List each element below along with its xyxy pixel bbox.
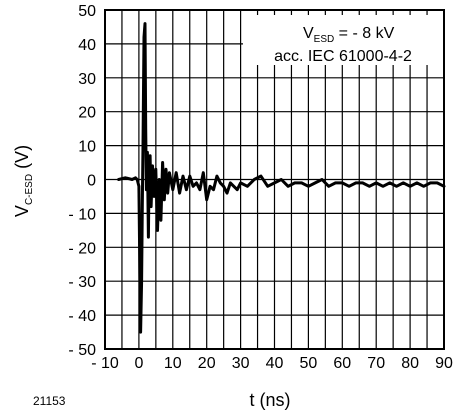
x-tick-label: 80 (401, 355, 419, 372)
y-tick-label: - 20 (68, 240, 96, 257)
y-tick-label: 10 (78, 139, 96, 156)
series-layer (117, 22, 446, 334)
x-tick-label: 90 (435, 355, 453, 372)
x-tick-labels: - 10 0 10 20 30 40 50 60 70 80 90 (91, 355, 453, 372)
x-tick-label: 0 (134, 355, 143, 372)
y-tick-label: 40 (78, 37, 96, 54)
x-tick-label: - 10 (91, 355, 119, 372)
y-tick-label: 0 (87, 173, 96, 190)
x-axis-title: t (ns) (249, 390, 290, 410)
y-tick-label: - 40 (68, 308, 96, 325)
y-tick-label: 30 (78, 71, 96, 88)
y-tick-label: - 10 (68, 206, 96, 223)
x-tick-label: 10 (164, 355, 182, 372)
y-axis-title-sub: C-ESD (24, 174, 35, 205)
x-tick-label: 40 (266, 355, 284, 372)
y-axis-title-unit: (V) (12, 145, 32, 174)
y-axis-title-main: V (12, 205, 32, 217)
x-tick-label: 20 (198, 355, 216, 372)
y-tick-labels: - 50 - 40 - 30 - 20 - 10 0 10 20 30 40 50 (68, 3, 96, 359)
x-tick-label: 70 (367, 355, 385, 372)
y-tick-label: 50 (78, 3, 96, 20)
annotation-v-sub: ESD (314, 34, 335, 45)
annotation-value: = - 8 kV (334, 25, 394, 42)
plot-frame (104, 9, 445, 350)
x-tick-label: 60 (333, 355, 351, 372)
y-tick-label: - 50 (68, 342, 96, 359)
x-tick-label: 50 (300, 355, 318, 372)
x-tick-label: 30 (232, 355, 250, 372)
annotation-line-2: acc. IEC 61000-4-2 (274, 48, 412, 65)
y-tick-label: 20 (78, 105, 96, 122)
series-line (117, 22, 446, 334)
y-tick-label: - 30 (68, 274, 96, 291)
figure-id: 21153 (33, 394, 66, 408)
annotation-v: V (303, 25, 314, 42)
grid (104, 9, 445, 350)
y-axis-title: VC-ESD (V) (12, 145, 35, 217)
annotation-background (243, 15, 443, 65)
annotation-line-1: VESD = - 8 kV (303, 25, 395, 45)
